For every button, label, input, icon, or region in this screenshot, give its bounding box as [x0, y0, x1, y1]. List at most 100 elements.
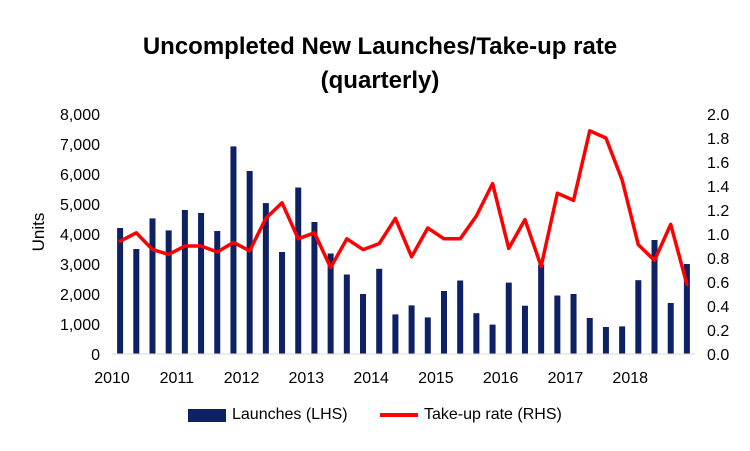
- legend-label-launches: Launches (LHS): [232, 406, 348, 423]
- bar-2011Q1: [181, 210, 188, 354]
- x-tick-label: 2015: [418, 370, 454, 387]
- bar-2012Q2: [262, 203, 269, 354]
- bar-2014Q3: [408, 305, 415, 354]
- line-point-2016Q2: [524, 219, 526, 221]
- bar-2010Q1: [117, 228, 124, 354]
- line-point-2017Q2: [589, 130, 591, 132]
- y2-tick-label: 1.0: [707, 227, 729, 244]
- line-point-2014Q1: [378, 243, 380, 245]
- axes: 0 1,000 2,000 3,000 4,000 5,000 6,000 7,000 8,00…: [60, 107, 729, 387]
- bar-2015Q4: [489, 324, 496, 354]
- chart-title-line-1: Uncompleted New Launches/Take-up rate: [142, 33, 618, 60]
- bar-2012Q4: [295, 187, 302, 354]
- line-point-2013Q2: [330, 267, 332, 269]
- legend-label-take-up-rate: Take-up rate (RHS): [424, 406, 562, 423]
- bar-2011Q2: [198, 213, 205, 354]
- line-point-2011Q1: [184, 245, 186, 247]
- bar-2010Q2: [133, 249, 140, 354]
- line-point-2015Q4: [492, 183, 494, 185]
- y2-tick-label: 1.4: [707, 179, 729, 196]
- bar-2016Q2: [521, 305, 528, 354]
- x-tick-label: 2012: [224, 370, 260, 387]
- bar-2010Q3: [149, 218, 156, 354]
- bar-2013Q2: [327, 253, 334, 354]
- line-point-2016Q1: [508, 247, 510, 249]
- x-tick-label: 2017: [548, 370, 584, 387]
- x-tick-label: 2018: [612, 370, 648, 387]
- line-point-2011Q4: [232, 241, 234, 243]
- line-point-2014Q2: [394, 217, 396, 219]
- bar-2018Q4: [683, 264, 690, 354]
- bar-2014Q4: [424, 317, 431, 354]
- take-up-rate-line: [118, 129, 689, 287]
- y2-tick-label: 0.2: [707, 323, 729, 340]
- line-point-2011Q2: [200, 245, 202, 247]
- x-tick-label: 2011: [160, 370, 195, 387]
- line-series: [118, 129, 689, 287]
- line-point-2013Q4: [362, 249, 364, 251]
- y2-tick-label: 1.8: [707, 131, 729, 148]
- line-point-2016Q4: [556, 192, 558, 194]
- line-point-2013Q3: [346, 238, 348, 240]
- bar-2015Q3: [473, 313, 480, 354]
- line-point-2011Q3: [216, 251, 218, 253]
- bar-2017Q1: [570, 294, 577, 354]
- x-tick-label: 2013: [289, 370, 325, 387]
- line-point-2018Q2: [654, 259, 656, 261]
- line-point-2017Q4: [621, 179, 623, 181]
- line-point-2012Q2: [265, 217, 267, 219]
- x-tick-label: 2014: [353, 370, 389, 387]
- line-point-2012Q1: [249, 250, 251, 252]
- line-point-2016Q3: [540, 265, 542, 267]
- line-point-2012Q4: [297, 238, 299, 240]
- bar-2015Q1: [440, 291, 447, 354]
- line-point-2010Q2: [135, 232, 137, 234]
- y2-tick-label: 1.2: [707, 203, 729, 220]
- line-point-2012Q3: [281, 202, 283, 204]
- legend-swatch-take-up-rate: [380, 413, 418, 417]
- y-tick-label: 5,000: [60, 197, 100, 214]
- line-point-2010Q1: [119, 240, 121, 242]
- bar-2018Q1: [635, 280, 642, 354]
- y2-tick-label: 2.0: [707, 107, 729, 124]
- line-point-2018Q3: [670, 223, 672, 225]
- bar-2016Q1: [505, 282, 512, 354]
- y-tick-label: 8,000: [60, 107, 100, 124]
- y-tick-label: 6,000: [60, 167, 100, 184]
- legend-swatch-launches: [188, 408, 226, 422]
- bar-2011Q3: [214, 231, 221, 354]
- bar-2017Q4: [619, 326, 626, 354]
- bar-2017Q3: [602, 327, 609, 354]
- y-axis-label: Units: [29, 213, 48, 252]
- bar-2017Q2: [586, 318, 593, 354]
- y2-tick-label: 0.6: [707, 275, 729, 292]
- line-point-2017Q3: [605, 137, 607, 139]
- y-tick-label: 4,000: [60, 227, 100, 244]
- bar-2013Q3: [343, 274, 350, 354]
- bar-2015Q2: [457, 280, 464, 354]
- y2-tick-label: 0.4: [707, 299, 729, 316]
- line-point-2014Q3: [411, 256, 413, 258]
- x-tick-label: 2010: [94, 370, 130, 387]
- line-point-2010Q4: [168, 253, 170, 255]
- bar-2018Q2: [651, 240, 658, 354]
- y-tick-label: 2,000: [60, 287, 100, 304]
- bar-2018Q3: [667, 303, 674, 354]
- legend: Launches (LHS) Take-up rate (RHS): [0, 406, 750, 430]
- y-tick-label: 0: [91, 347, 100, 364]
- bar-series: [117, 146, 690, 354]
- line-point-2015Q2: [459, 238, 461, 240]
- bar-2016Q3: [538, 264, 545, 354]
- y2-tick-label: 0.0: [707, 347, 729, 364]
- x-tick-label: 2016: [483, 370, 519, 387]
- bar-2016Q4: [554, 295, 561, 354]
- y-tick-label: 7,000: [60, 137, 100, 154]
- chart-title: Uncompleted New Launches/Take-up rate (q…: [120, 30, 640, 98]
- line-point-2014Q4: [427, 227, 429, 229]
- y-tick-label: 1,000: [60, 317, 100, 334]
- line-point-2018Q4: [686, 283, 688, 285]
- line-point-2015Q3: [475, 215, 477, 217]
- legend-item-launches: Launches (LHS): [188, 406, 348, 424]
- bar-2011Q4: [230, 146, 237, 354]
